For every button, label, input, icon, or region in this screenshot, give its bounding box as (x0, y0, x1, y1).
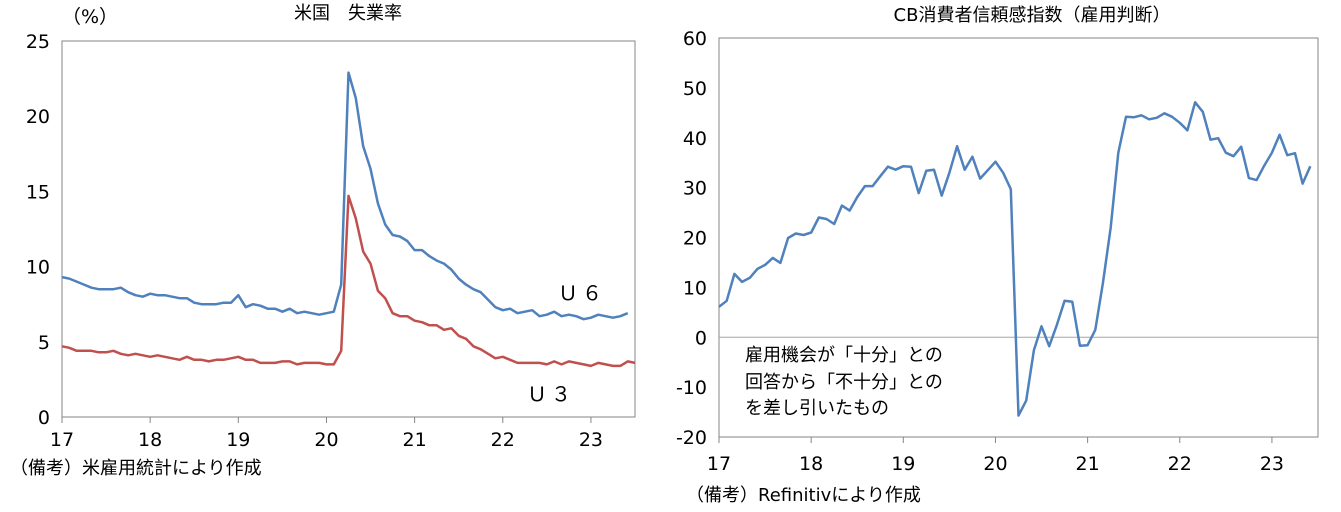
unemployment-chart-title: 米国 失業率 (294, 3, 402, 24)
unemployment-plot-area (61, 40, 636, 418)
unemployment-x-ticks: 17 18 19 20 21 22 23 (50, 417, 603, 451)
x-tick-label: 20 (983, 453, 1007, 475)
u3-series-label: Ｕ３ (527, 382, 575, 406)
annotation-line-3: を差し引いたもの (745, 398, 889, 419)
y-tick-label: 15 (26, 181, 50, 203)
y-tick-label: 20 (26, 106, 50, 128)
confidence-lines (718, 101, 1312, 417)
y-tick-label: 20 (683, 228, 707, 250)
x-tick-label: 22 (1168, 453, 1192, 475)
y-tick-label: -10 (676, 377, 707, 399)
x-tick-label: 23 (1260, 453, 1284, 475)
unemployment-lines (61, 71, 636, 368)
confidence-y-ticks: -20 -10 0 10 20 30 40 50 60 (676, 28, 707, 449)
x-tick-label: 23 (579, 429, 603, 451)
y-tick-label: 0 (695, 327, 707, 349)
confidence-source-note: （備考）Refinitivにより作成 (686, 485, 921, 506)
u6-series-line (61, 71, 629, 321)
y-tick-label: 50 (683, 78, 707, 100)
u3-series-line (61, 194, 636, 368)
annotation-line-1: 雇用機会が「十分」との (745, 345, 943, 366)
x-tick-label: 18 (799, 453, 823, 475)
x-tick-label: 20 (314, 429, 338, 451)
y-tick-label: 60 (683, 28, 707, 50)
x-tick-label: 22 (491, 429, 515, 451)
x-tick-label: 19 (891, 453, 915, 475)
y-tick-label: 10 (26, 257, 50, 279)
x-tick-label: 19 (226, 429, 250, 451)
x-tick-label: 18 (138, 429, 162, 451)
confidence-plot-area (718, 37, 1319, 438)
x-tick-label: 21 (403, 429, 427, 451)
x-tick-label: 17 (707, 453, 731, 475)
y-tick-label: 25 (26, 31, 50, 53)
y-tick-label: -20 (676, 427, 707, 449)
y-tick-label: 10 (683, 277, 707, 299)
u6-series-label: Ｕ６ (558, 281, 606, 305)
confidence-chart-title: CB消費者信頼感指数（雇用判断） (894, 5, 1171, 26)
unemployment-source-note: （備考）米雇用統計により作成 (10, 458, 262, 479)
confidence-x-ticks: 17 18 19 20 21 22 23 (707, 437, 1284, 475)
y-tick-label: 40 (683, 128, 707, 150)
y-tick-label: 5 (38, 332, 50, 354)
x-tick-label: 21 (1076, 453, 1100, 475)
confidence-series-line (718, 101, 1312, 417)
annotation-line-2: 回答から「不十分」との (745, 372, 943, 393)
y-tick-label: 30 (683, 178, 707, 200)
x-tick-label: 17 (50, 429, 74, 451)
y-tick-label: 0 (38, 407, 50, 429)
unemployment-y-axis-label: （%） (62, 6, 118, 28)
unemployment-y-ticks: 0 5 10 15 20 25 (26, 31, 50, 429)
